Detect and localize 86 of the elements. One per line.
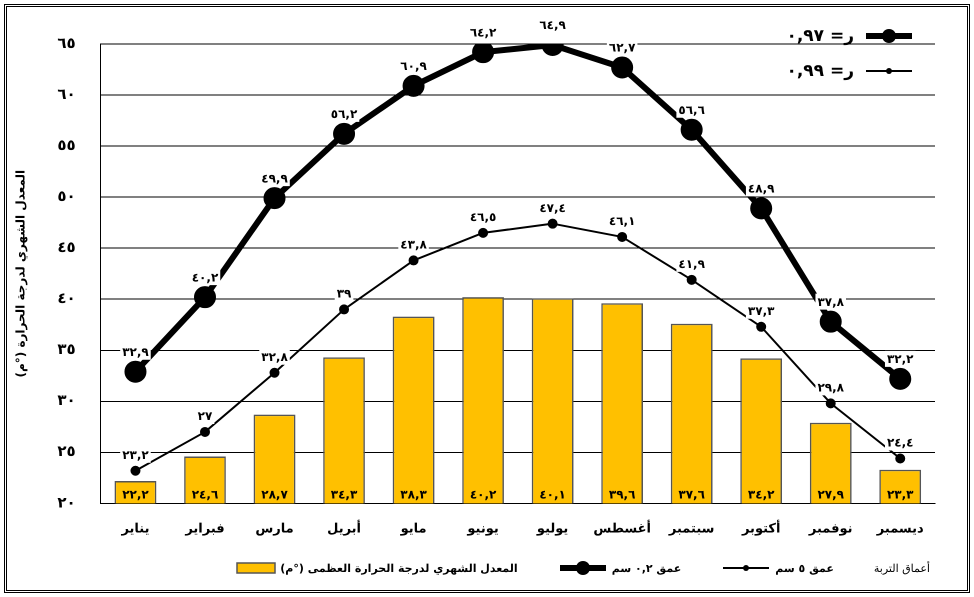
point	[820, 310, 842, 333]
data-label: ٤٣,٨	[400, 238, 428, 252]
x-tick-label: فبراير	[184, 522, 225, 537]
x-tick-label: يونيو	[466, 522, 499, 537]
data-label: ٦٤,٩	[539, 18, 567, 32]
data-label: ٦٠,٩	[400, 58, 428, 73]
x-tick-label: يوليو	[536, 522, 568, 537]
data-label: ٤٠,٢	[470, 488, 498, 502]
data-label: ٦٢,٧	[608, 40, 636, 55]
y-tick-label: ٥٥	[57, 136, 76, 154]
data-label: ٣٩,٦	[608, 488, 636, 502]
point	[756, 322, 766, 332]
data-label: ٤٧,٤	[539, 200, 566, 215]
x-tick-label: أغسطس	[593, 520, 651, 537]
legend-label: عمق ٥ سم	[775, 562, 834, 574]
data-label: ٣٤,٣	[330, 488, 358, 502]
data-label: ٤٨,٩	[748, 181, 776, 196]
data-label: ٢٧	[198, 409, 213, 424]
point	[130, 466, 140, 476]
data-label: ٤٩,٩	[261, 171, 288, 186]
data-label: ٣٧,٨	[817, 294, 845, 309]
data-label: ٢٨,٧	[261, 488, 288, 502]
y-tick-label: ٤٥	[57, 238, 76, 256]
point	[339, 304, 350, 314]
data-label: ٤٠,٢	[192, 270, 219, 284]
data-label: ٢٤,٦	[192, 488, 218, 502]
data-label: ٢٧,٩	[817, 488, 845, 502]
point	[750, 197, 772, 220]
data-label: ٥٦,٢	[330, 106, 358, 121]
x-tick-label: مارس	[255, 522, 294, 537]
data-label: ٢٣,٣	[886, 488, 914, 502]
data-label: ٢٤,٤	[886, 436, 914, 450]
data-label: ٦٤,٢	[470, 25, 498, 40]
legend-title: أعماق التربة	[874, 562, 930, 574]
data-label: ٤٦,١	[608, 214, 636, 228]
x-tick-label: يناير	[120, 522, 150, 537]
point	[680, 118, 703, 141]
data-label: ٣٩	[336, 286, 352, 301]
point	[264, 187, 286, 210]
point	[124, 360, 146, 383]
data-label: ٢٢,٢	[122, 488, 150, 502]
x-tick-label: مايو	[400, 522, 427, 537]
x-tick-label: سبتمبر	[668, 522, 714, 537]
legend-label: المعدل الشهري لدرجة الحرارة العظمى (°م)	[280, 562, 518, 574]
point	[826, 398, 836, 408]
point	[270, 368, 280, 378]
data-label: ٣٧,٣	[748, 304, 776, 318]
point	[478, 228, 488, 238]
y-axis-title: المعدل الشهري لدرجة الحرارة (°م)	[13, 170, 28, 378]
point	[402, 74, 425, 97]
y-tick-label: ٢٠	[57, 493, 76, 512]
data-label: ٢٩,٨	[817, 380, 845, 394]
point	[895, 453, 906, 464]
data-label: ٤١,٩	[678, 256, 706, 271]
data-label: ٣٢,٢	[886, 352, 914, 366]
legend-label: عمق ٠,٢ سم	[612, 562, 682, 574]
y-tick-label: ٣٥	[57, 340, 76, 358]
x-tick-label: نوفمبر	[808, 522, 853, 537]
x-tick-label: ديسمبر	[876, 522, 924, 537]
data-label: ٥٦,٦	[678, 102, 705, 117]
y-tick-label: ٣٠	[57, 391, 76, 410]
point	[617, 232, 628, 242]
point	[194, 286, 216, 308]
y-tick-label: ٢٥	[57, 442, 76, 460]
annotation: ر= ٠,٩٩	[786, 60, 854, 80]
data-label: ٣٢,٩	[122, 344, 150, 359]
point	[548, 218, 558, 229]
data-label: ٤٦,٥	[470, 210, 496, 224]
point	[200, 426, 210, 437]
data-label: ٣٨,٣	[400, 488, 428, 502]
y-tick-label: ٦٠	[57, 84, 76, 103]
point	[408, 255, 419, 266]
y-tick-label: ٦٥	[57, 34, 76, 52]
data-label: ٣٤,٢	[748, 488, 776, 502]
data-label: ٣٧,٦	[678, 488, 705, 502]
y-tick-label: ٤٠	[57, 289, 76, 308]
y-tick-label: ٥٠	[57, 187, 76, 206]
x-tick-label: أبريل	[327, 520, 362, 537]
data-label: ٢٣,٢	[122, 448, 150, 462]
point	[889, 368, 912, 390]
x-tick-label: أكتوبر	[740, 520, 780, 537]
point	[611, 56, 634, 78]
data-label: ٤٠,١	[539, 488, 566, 502]
data-label: ٣٢,٨	[261, 350, 288, 364]
point	[686, 274, 697, 285]
point	[333, 122, 356, 145]
